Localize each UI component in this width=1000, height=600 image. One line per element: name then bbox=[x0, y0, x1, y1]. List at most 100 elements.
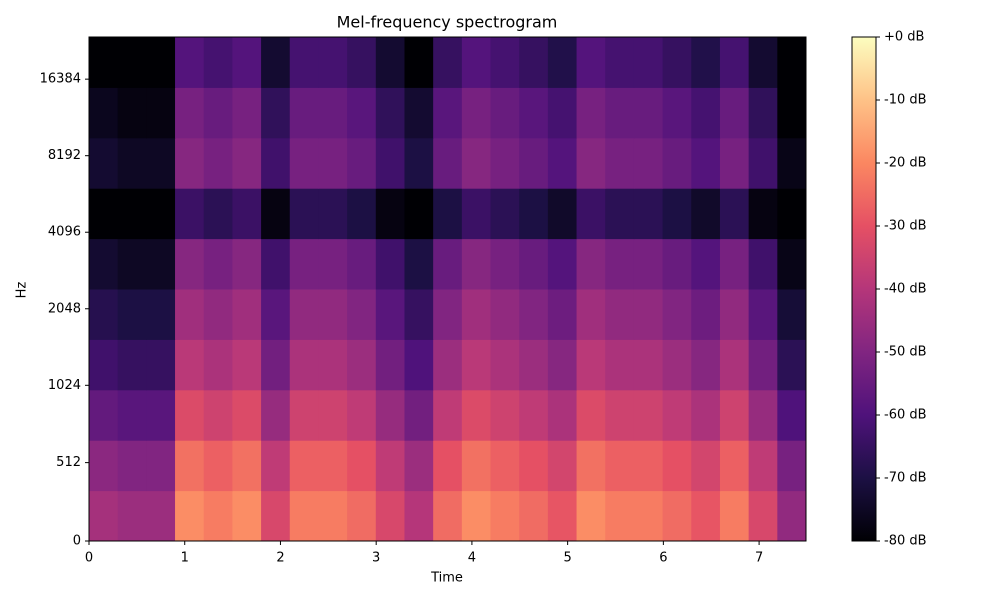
cell bbox=[662, 238, 692, 290]
cell bbox=[748, 289, 778, 340]
cell bbox=[117, 339, 147, 391]
cell bbox=[777, 37, 807, 88]
cell bbox=[547, 339, 578, 391]
cell bbox=[289, 87, 319, 139]
cell bbox=[605, 238, 635, 290]
cell bbox=[175, 389, 205, 441]
cell bbox=[748, 238, 778, 290]
y-tick-label: 16384 bbox=[40, 72, 81, 87]
cell bbox=[347, 238, 377, 290]
cell bbox=[261, 188, 291, 240]
cell bbox=[662, 37, 692, 88]
cell bbox=[203, 440, 233, 492]
cell bbox=[633, 37, 664, 88]
y-tick-label: 8192 bbox=[48, 148, 81, 163]
cell bbox=[175, 188, 205, 240]
cell bbox=[605, 389, 635, 441]
cell bbox=[633, 238, 664, 290]
x-tick-label: 6 bbox=[659, 551, 667, 566]
cell bbox=[547, 188, 578, 240]
cell bbox=[261, 238, 291, 290]
cell bbox=[547, 37, 578, 88]
cell bbox=[146, 137, 176, 189]
cell bbox=[605, 87, 635, 139]
cell bbox=[146, 238, 176, 290]
colorbar-tick-label: -10 dB bbox=[884, 93, 927, 108]
cell bbox=[576, 339, 606, 391]
cell bbox=[605, 339, 635, 391]
cell bbox=[289, 37, 319, 88]
cell bbox=[605, 137, 635, 189]
cell bbox=[375, 389, 405, 441]
colorbar-tick-label: -30 dB bbox=[884, 219, 927, 234]
cell bbox=[203, 137, 233, 189]
colorbar-tick-label: -80 dB bbox=[884, 534, 927, 549]
cell bbox=[748, 389, 778, 441]
cell bbox=[232, 440, 262, 492]
cell bbox=[146, 389, 176, 441]
y-tick-label: 1024 bbox=[48, 378, 81, 393]
cell bbox=[89, 339, 119, 391]
cell bbox=[404, 339, 434, 391]
cell bbox=[375, 87, 405, 139]
cell bbox=[719, 389, 750, 441]
x-tick-label: 3 bbox=[372, 551, 380, 566]
cell bbox=[89, 87, 119, 139]
colorbar-tick-label: -50 dB bbox=[884, 345, 927, 360]
cell bbox=[404, 289, 434, 340]
cell bbox=[519, 87, 549, 139]
cell bbox=[691, 137, 721, 189]
cell bbox=[490, 37, 520, 88]
cell bbox=[261, 339, 291, 391]
cell bbox=[576, 238, 606, 290]
cell bbox=[748, 137, 778, 189]
cell bbox=[547, 137, 578, 189]
cell bbox=[347, 137, 377, 189]
cell bbox=[203, 87, 233, 139]
cell bbox=[404, 137, 434, 189]
cell bbox=[289, 238, 319, 290]
cell bbox=[289, 188, 319, 240]
cell bbox=[461, 289, 492, 340]
cell bbox=[461, 87, 492, 139]
cell bbox=[146, 289, 176, 340]
cell bbox=[175, 37, 205, 88]
cell bbox=[719, 238, 750, 290]
cell bbox=[175, 238, 205, 290]
cell bbox=[117, 87, 147, 139]
cell bbox=[433, 339, 463, 391]
cell bbox=[519, 188, 549, 240]
cell bbox=[318, 37, 348, 88]
cell bbox=[347, 339, 377, 391]
cell bbox=[547, 289, 578, 340]
cell bbox=[719, 37, 750, 88]
cell bbox=[662, 389, 692, 441]
cell bbox=[117, 238, 147, 290]
cell bbox=[375, 440, 405, 492]
cell bbox=[748, 87, 778, 139]
cell bbox=[633, 440, 664, 492]
cell bbox=[605, 188, 635, 240]
cell bbox=[347, 490, 377, 542]
cell bbox=[146, 339, 176, 391]
cell bbox=[719, 339, 750, 391]
cell bbox=[261, 87, 291, 139]
cell bbox=[691, 37, 721, 88]
cell bbox=[261, 389, 291, 441]
cell bbox=[576, 289, 606, 340]
cell bbox=[232, 389, 262, 441]
cell bbox=[433, 389, 463, 441]
cell bbox=[117, 440, 147, 492]
cell bbox=[519, 490, 549, 542]
cell bbox=[691, 339, 721, 391]
cell bbox=[490, 87, 520, 139]
cell bbox=[576, 37, 606, 88]
cell bbox=[490, 188, 520, 240]
cell bbox=[691, 238, 721, 290]
cell bbox=[519, 389, 549, 441]
x-tick-label: 1 bbox=[181, 551, 189, 566]
cell bbox=[719, 289, 750, 340]
y-tick-label: 512 bbox=[56, 455, 81, 470]
cell bbox=[117, 490, 147, 542]
cell bbox=[519, 37, 549, 88]
